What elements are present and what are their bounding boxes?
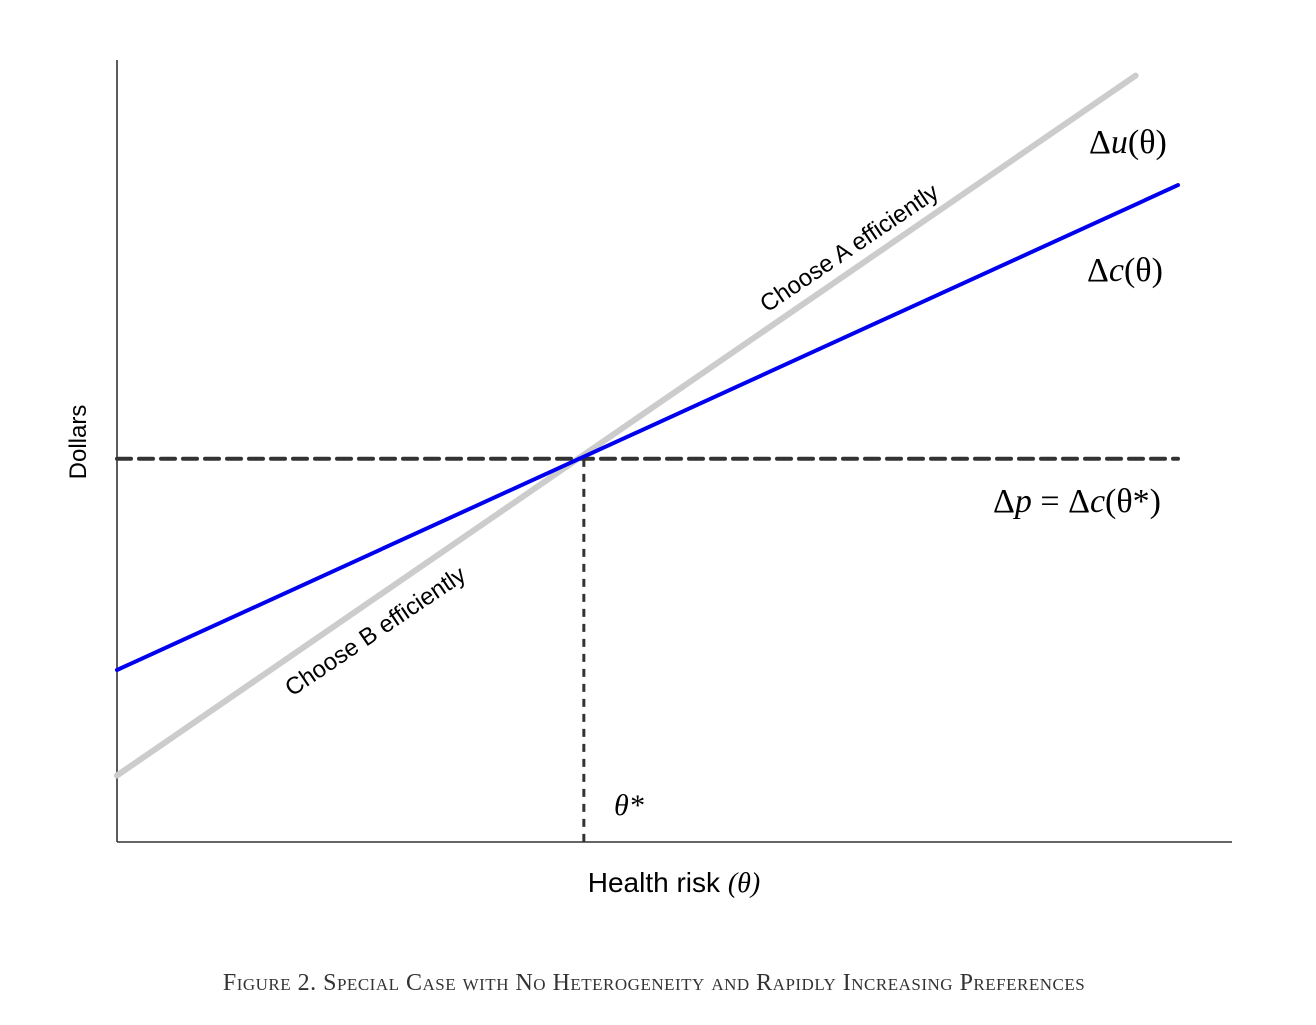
delta-c-label: Δc(θ) [1087, 252, 1163, 289]
theta-star-label: θ* [614, 789, 644, 822]
choose-a-annotation: Choose A efficiently [755, 179, 943, 318]
chart-marks [114, 72, 1180, 842]
figure-caption: Figure 2. Special Case with No Heterogen… [223, 970, 1085, 996]
delta-u-label: Δu(θ) [1089, 124, 1167, 161]
delta-u-line [114, 72, 1139, 779]
x-axis-label: Health risk (θ) [588, 867, 760, 899]
delta-c-line [115, 183, 1180, 672]
delta-p-label: Δp = Δc(θ*) [993, 483, 1161, 520]
y-axis-label: Dollars [65, 405, 92, 480]
